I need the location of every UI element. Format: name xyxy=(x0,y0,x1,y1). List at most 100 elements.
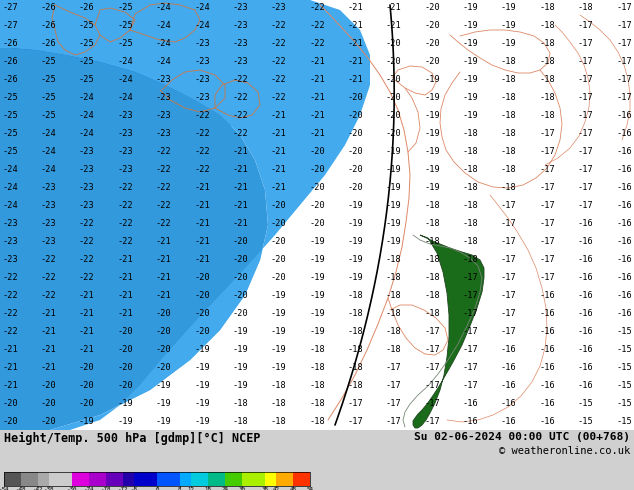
Text: -18: -18 xyxy=(386,310,401,318)
Text: -19: -19 xyxy=(386,201,401,211)
Text: -16: -16 xyxy=(616,292,632,300)
Text: -21: -21 xyxy=(41,327,56,337)
Text: -20: -20 xyxy=(41,399,56,409)
Text: -17: -17 xyxy=(501,201,517,211)
Text: -21: -21 xyxy=(194,238,210,246)
Text: -21: -21 xyxy=(2,364,18,372)
Text: -16: -16 xyxy=(616,183,632,193)
Text: -24: -24 xyxy=(2,201,18,211)
Text: -17: -17 xyxy=(386,417,401,426)
Text: -21: -21 xyxy=(271,183,287,193)
Text: -22: -22 xyxy=(309,40,325,49)
Text: -20: -20 xyxy=(79,399,94,409)
Text: 54: 54 xyxy=(306,487,313,490)
Text: -23: -23 xyxy=(2,238,18,246)
Text: -16: -16 xyxy=(616,220,632,228)
Text: 38: 38 xyxy=(261,487,268,490)
Text: -19: -19 xyxy=(271,364,287,372)
Bar xyxy=(157,472,179,486)
Text: -20: -20 xyxy=(233,310,248,318)
Polygon shape xyxy=(413,235,484,428)
Text: -21: -21 xyxy=(233,220,248,228)
Text: -15: -15 xyxy=(616,399,632,409)
Text: -21: -21 xyxy=(79,327,94,337)
Text: -19: -19 xyxy=(194,399,210,409)
Text: -21: -21 xyxy=(386,22,401,30)
Text: -18: -18 xyxy=(424,310,440,318)
Text: -18: -18 xyxy=(501,166,517,174)
Text: -17: -17 xyxy=(616,57,632,67)
Text: -17: -17 xyxy=(578,22,593,30)
Text: -20: -20 xyxy=(2,399,18,409)
Text: -20: -20 xyxy=(233,292,248,300)
Text: -23: -23 xyxy=(79,166,94,174)
Text: -20: -20 xyxy=(194,327,210,337)
Text: -17: -17 xyxy=(424,364,440,372)
Text: -18: -18 xyxy=(501,147,517,156)
Text: -22: -22 xyxy=(155,166,171,174)
Text: -17: -17 xyxy=(540,129,555,139)
Text: -24: -24 xyxy=(117,94,133,102)
Text: -17: -17 xyxy=(463,273,479,283)
Bar xyxy=(4,472,310,486)
Text: -21: -21 xyxy=(117,273,133,283)
Text: -20: -20 xyxy=(117,364,133,372)
Text: -25: -25 xyxy=(79,57,94,67)
Text: -17: -17 xyxy=(540,255,555,265)
Text: -25: -25 xyxy=(79,75,94,84)
Text: -20: -20 xyxy=(155,310,171,318)
Text: -20: -20 xyxy=(424,3,440,13)
Text: -17: -17 xyxy=(540,220,555,228)
Text: -18: -18 xyxy=(501,94,517,102)
Text: -17: -17 xyxy=(347,417,363,426)
Text: -24: -24 xyxy=(155,40,171,49)
Text: -20: -20 xyxy=(424,40,440,49)
Text: -20: -20 xyxy=(79,382,94,391)
Text: -17: -17 xyxy=(616,40,632,49)
Text: -21: -21 xyxy=(233,147,248,156)
Text: -20: -20 xyxy=(233,238,248,246)
Text: -19: -19 xyxy=(309,238,325,246)
Text: -22: -22 xyxy=(155,201,171,211)
Text: -24: -24 xyxy=(79,112,94,121)
Text: -23: -23 xyxy=(194,57,210,67)
Text: -19: -19 xyxy=(347,238,363,246)
Text: -25: -25 xyxy=(2,147,18,156)
Text: -16: -16 xyxy=(540,327,555,337)
Text: -19: -19 xyxy=(463,94,479,102)
Text: -24: -24 xyxy=(194,3,210,13)
Text: -19: -19 xyxy=(347,255,363,265)
Text: -22: -22 xyxy=(194,112,210,121)
Text: -24: -24 xyxy=(117,75,133,84)
Text: Height/Temp. 500 hPa [gdmp][°C] NCEP: Height/Temp. 500 hPa [gdmp][°C] NCEP xyxy=(4,432,261,445)
Text: -21: -21 xyxy=(309,112,325,121)
Text: -16: -16 xyxy=(540,292,555,300)
Text: -24: -24 xyxy=(84,487,94,490)
Text: -23: -23 xyxy=(117,129,133,139)
Text: -18: -18 xyxy=(386,345,401,354)
Text: -18: -18 xyxy=(347,310,363,318)
Text: -16: -16 xyxy=(501,345,517,354)
Text: -23: -23 xyxy=(117,112,133,121)
Text: -18: -18 xyxy=(540,40,555,49)
Text: -19: -19 xyxy=(463,22,479,30)
Text: -23: -23 xyxy=(155,94,171,102)
Text: -17: -17 xyxy=(540,273,555,283)
Text: -22: -22 xyxy=(309,22,325,30)
Text: -17: -17 xyxy=(386,382,401,391)
Bar xyxy=(276,472,293,486)
Text: -18: -18 xyxy=(347,382,363,391)
Text: -22: -22 xyxy=(79,273,94,283)
Text: 48: 48 xyxy=(290,487,297,490)
Text: -21: -21 xyxy=(117,292,133,300)
Text: -24: -24 xyxy=(2,166,18,174)
Text: -18: -18 xyxy=(386,255,401,265)
Text: -18: -18 xyxy=(386,292,401,300)
Text: -19: -19 xyxy=(463,57,479,67)
Text: -18: -18 xyxy=(347,364,363,372)
Text: -25: -25 xyxy=(2,112,18,121)
Text: -17: -17 xyxy=(501,327,517,337)
Text: -17: -17 xyxy=(540,147,555,156)
Text: -23: -23 xyxy=(194,40,210,49)
Text: -18: -18 xyxy=(271,382,287,391)
